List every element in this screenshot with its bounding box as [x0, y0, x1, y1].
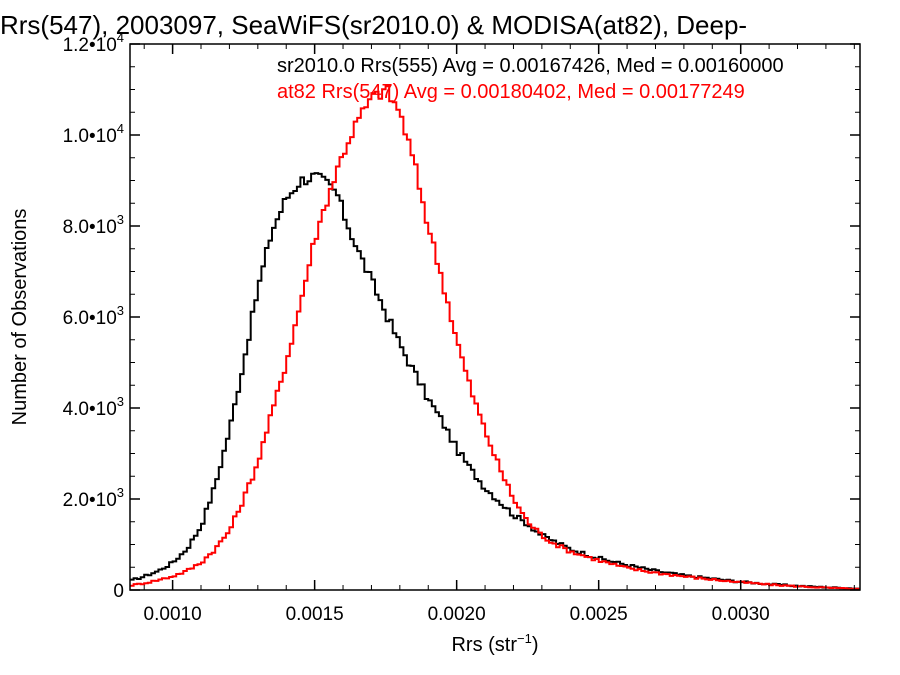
x-axis-label-main: Rrs (str — [451, 634, 517, 656]
plot-area — [130, 85, 860, 590]
x-tick-label: 0.0010 — [144, 604, 202, 625]
x-tick-label: 0.0020 — [428, 604, 486, 625]
x-axis-label-sup: −1 — [517, 631, 532, 646]
y-tick-label: 1.2•104 — [63, 30, 124, 56]
y-tick-label: 6.0•103 — [63, 303, 124, 329]
legend: sr2010.0 Rrs(555) Avg = 0.00167426, Med … — [277, 55, 784, 103]
x-axis-label-tail: ) — [532, 634, 539, 656]
legend-entry-1: sr2010.0 Rrs(555) Avg = 0.00167426, Med … — [277, 55, 784, 77]
x-axis: 0.0010 0.0015 0.0020 0.0025 0.0030 — [144, 44, 855, 625]
y-axis-label: Number of Observations — [9, 209, 31, 426]
x-axis-label: Rrs (str−1) — [451, 631, 538, 656]
x-tick-label: 0.0025 — [570, 604, 628, 625]
y-tick-label: 2.0•103 — [63, 485, 124, 511]
y-tick-label: 0 — [113, 581, 124, 602]
x-tick-label: 0.0030 — [712, 604, 770, 625]
series-line-2 — [130, 85, 860, 590]
y-axis: 0 2.0•103 4.0•103 6.0•103 8.0•103 1.0•104 1.2•… — [63, 30, 860, 602]
legend-entry-2: at82 Rrs(547) Avg = 0.00180402, Med = 0.… — [277, 81, 745, 103]
series-line-1 — [130, 172, 860, 590]
y-tick-label: 8.0•103 — [63, 212, 124, 238]
y-tick-label: 4.0•103 — [63, 394, 124, 420]
chart-title: Rrs(547), 2003097, SeaWiFS(sr2010.0) & M… — [0, 10, 747, 40]
y-tick-label: 1.0•104 — [63, 121, 124, 147]
x-tick-label: 0.0015 — [286, 604, 344, 625]
